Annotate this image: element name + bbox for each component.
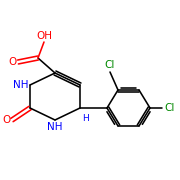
Text: O: O	[9, 57, 17, 67]
Text: OH: OH	[36, 31, 52, 41]
Text: Cl: Cl	[105, 60, 115, 70]
Text: O: O	[3, 115, 11, 125]
Text: H: H	[82, 114, 89, 123]
Text: NH: NH	[12, 80, 28, 90]
Text: NH: NH	[47, 122, 63, 132]
Text: Cl: Cl	[164, 103, 174, 113]
